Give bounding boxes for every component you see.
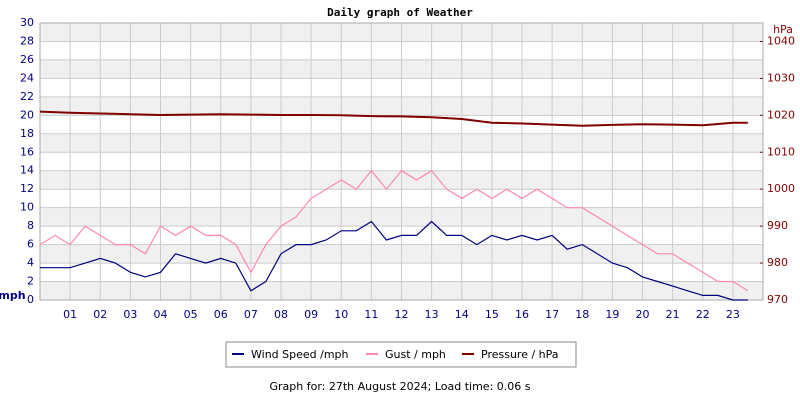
x-tick-label: 05 bbox=[184, 308, 198, 321]
y2-tick-label: 1030 bbox=[767, 71, 795, 84]
x-tick-label: 01 bbox=[63, 308, 77, 321]
y-tick-label: 2 bbox=[27, 275, 34, 288]
y2-tick-label: 1010 bbox=[767, 145, 795, 158]
x-tick-label: 09 bbox=[304, 308, 318, 321]
x-tick-label: 12 bbox=[395, 308, 409, 321]
y-tick-label: 6 bbox=[27, 238, 34, 251]
x-tick-label: 15 bbox=[485, 308, 499, 321]
y2-axis-label: hPa bbox=[773, 23, 793, 36]
series-line bbox=[39, 110, 748, 127]
y-tick-label: 10 bbox=[20, 201, 34, 214]
y-tick-label: 28 bbox=[20, 34, 34, 47]
y-tick-label: 12 bbox=[20, 182, 34, 195]
legend-label: Pressure / hPa bbox=[481, 348, 559, 361]
y2-tick-label: 1000 bbox=[767, 182, 795, 195]
footer: Graph for: 27th August 2024; Load time: … bbox=[270, 380, 531, 393]
x-tick-label: 20 bbox=[636, 308, 650, 321]
legend bbox=[225, 341, 577, 368]
chart-title: Daily graph of Weather bbox=[327, 6, 473, 19]
series-line bbox=[39, 169, 749, 292]
x-tick-label: 14 bbox=[455, 308, 469, 321]
y-tick-label: 26 bbox=[20, 53, 34, 66]
y-tick-label: 14 bbox=[20, 164, 34, 177]
y-tick-label: 30 bbox=[20, 16, 34, 29]
series-line bbox=[40, 220, 748, 301]
legend-label: Wind Speed /mph bbox=[251, 348, 349, 361]
x-tick-label: 04 bbox=[154, 308, 168, 321]
x-tick-label: 06 bbox=[214, 308, 228, 321]
y-tick-label: 22 bbox=[20, 90, 34, 103]
plot-border bbox=[39, 22, 764, 301]
x-tick-label: 08 bbox=[274, 308, 288, 321]
y-tick-label: 18 bbox=[20, 127, 34, 140]
x-tick-label: 23 bbox=[726, 308, 740, 321]
y2-tick-label: 990 bbox=[767, 219, 788, 232]
x-tick-label: 17 bbox=[545, 308, 559, 321]
y-tick-label: 24 bbox=[20, 71, 34, 84]
x-tick-label: 02 bbox=[93, 308, 107, 321]
x-tick-label: 03 bbox=[123, 308, 137, 321]
x-tick-label: 07 bbox=[244, 308, 258, 321]
y-tick-label: 8 bbox=[27, 219, 34, 232]
x-tick-label: 11 bbox=[364, 308, 378, 321]
y-tick-label: 4 bbox=[27, 256, 34, 269]
x-tick-label: 19 bbox=[605, 308, 619, 321]
y-tick-label: 16 bbox=[20, 145, 34, 158]
x-tick-label: 18 bbox=[575, 308, 589, 321]
x-tick-label: 10 bbox=[334, 308, 348, 321]
y2-tick-label: 970 bbox=[767, 293, 788, 306]
y-tick-label: 0 bbox=[27, 293, 34, 306]
legend-label: Gust / mph bbox=[385, 348, 446, 361]
x-tick-label: 13 bbox=[425, 308, 439, 321]
x-tick-label: 21 bbox=[666, 308, 680, 321]
y2-tick-label: 1020 bbox=[767, 108, 795, 121]
y2-tick-label: 980 bbox=[767, 256, 788, 269]
x-tick-label: 22 bbox=[696, 308, 710, 321]
y-tick-label: 20 bbox=[20, 108, 34, 121]
y-axis-label: mph bbox=[0, 289, 26, 302]
y2-tick-label: 1040 bbox=[767, 34, 795, 47]
x-tick-label: 16 bbox=[515, 308, 529, 321]
